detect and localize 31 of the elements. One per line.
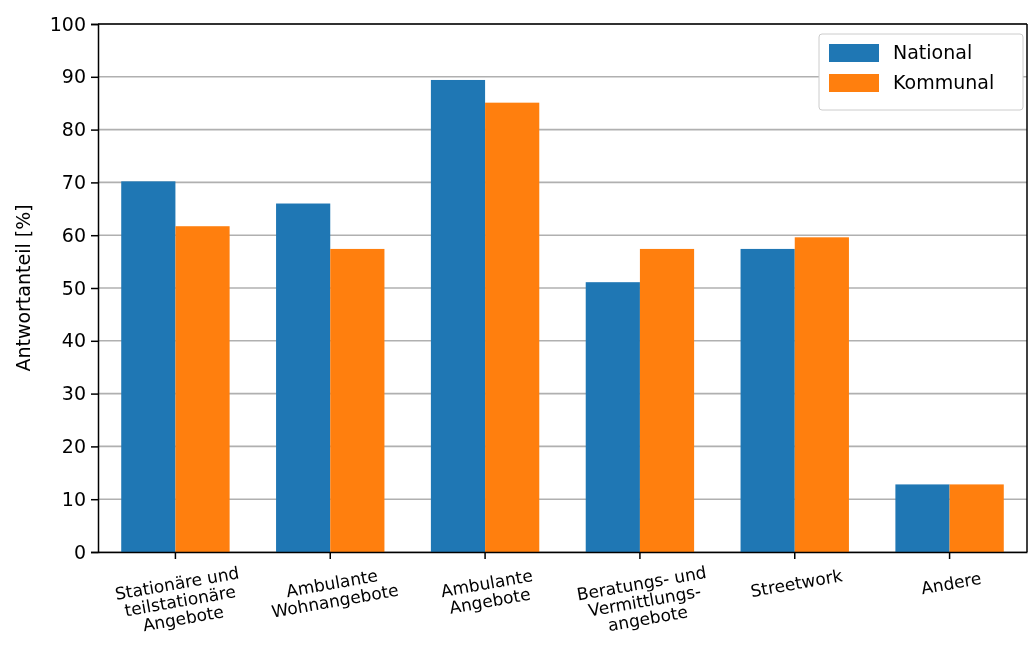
x-tick-label: Andere xyxy=(919,568,983,599)
y-tick-label: 50 xyxy=(61,276,86,299)
legend-label: Kommunal xyxy=(893,71,995,93)
x-tick-label: Beratungs- und Vermittlungs- angebote xyxy=(575,561,708,636)
bar xyxy=(276,203,331,552)
y-tick-label: 20 xyxy=(61,434,86,457)
bar xyxy=(949,484,1004,552)
y-tick-label: 10 xyxy=(61,487,86,510)
y-tick-label: 30 xyxy=(61,382,86,405)
x-tick-label: Stationäre und teilstationäre Angebote xyxy=(113,562,241,636)
bar xyxy=(175,226,230,552)
y-tick-label: 40 xyxy=(61,329,86,352)
y-axis-title: Antwortanteil [%] xyxy=(12,204,34,372)
y-tick-label: 60 xyxy=(61,223,86,246)
x-tick-label: Ambulante Angebote xyxy=(439,565,535,618)
bar xyxy=(794,237,849,552)
bar xyxy=(740,248,795,552)
y-tick-label: 70 xyxy=(61,170,86,193)
bar xyxy=(430,79,486,552)
legend-label: National xyxy=(893,41,973,63)
y-tick-label: 80 xyxy=(61,118,86,141)
y-tick-label: 90 xyxy=(61,65,86,88)
y-tick-label: 0 xyxy=(73,540,86,563)
bar xyxy=(585,282,640,552)
bar xyxy=(485,102,540,552)
bar xyxy=(639,248,695,552)
bar xyxy=(895,484,950,552)
x-tick-label: Streetwork xyxy=(748,565,844,602)
bar xyxy=(121,181,176,552)
bar xyxy=(330,248,385,552)
y-tick-label: 100 xyxy=(49,12,86,35)
